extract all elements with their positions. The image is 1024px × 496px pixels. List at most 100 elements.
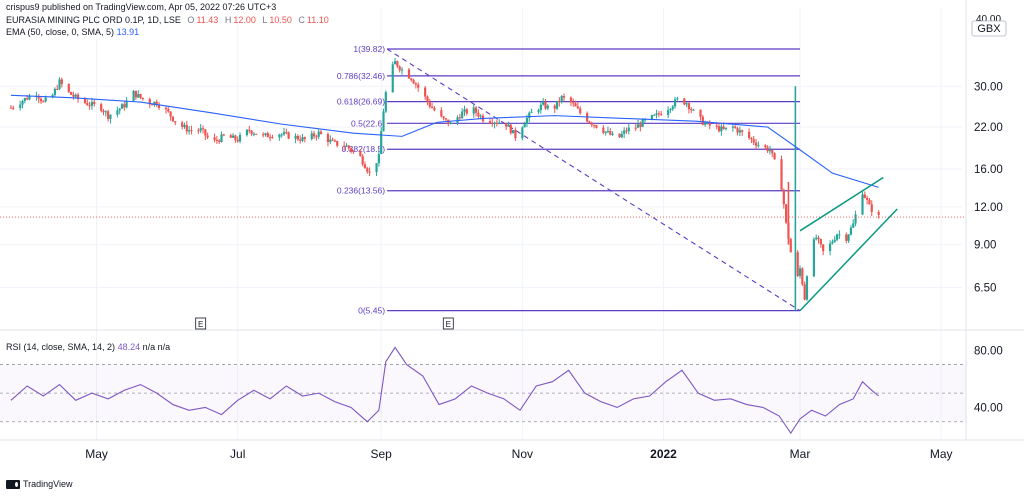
- candle-body-55: [188, 130, 191, 132]
- candle-body-58: [199, 128, 202, 131]
- candle-body-91: [303, 137, 306, 140]
- candle-body-44: [153, 101, 156, 106]
- candle-body-175: [576, 106, 579, 109]
- candle-body-88: [296, 135, 299, 140]
- fib-label-1: 1(39.82): [353, 44, 385, 54]
- candle-body-123: [410, 78, 413, 81]
- ohlc-low-key: L: [262, 15, 268, 25]
- currency-box: [971, 20, 1007, 37]
- candle-body-230: [754, 142, 758, 146]
- candle-body-106: [352, 151, 355, 153]
- time-tick-3: Nov: [512, 447, 533, 461]
- candle-body-242: [796, 252, 799, 276]
- ohlc-low-value: 10.50: [269, 15, 292, 25]
- candle-body-21: [76, 94, 80, 99]
- candle-body-47: [164, 107, 168, 110]
- fib-label-0.786: 0.786(32.46): [337, 71, 385, 81]
- candle-body-13: [53, 88, 57, 96]
- candle-body-16: [60, 79, 63, 84]
- candle-body-133: [442, 116, 445, 119]
- candle-body-108: [361, 156, 364, 165]
- candle-body-110: [366, 168, 369, 172]
- price-tick-2: 12.00: [974, 202, 1003, 214]
- candle-body-82: [278, 134, 281, 138]
- earnings-marker-label-0: E: [198, 320, 203, 329]
- candle-body-171: [562, 96, 566, 98]
- candle-body-115: [382, 111, 385, 132]
- candle-body-186: [611, 133, 614, 135]
- candle-body-252: [829, 243, 832, 252]
- price-tick-1: 9.00: [974, 240, 996, 252]
- candle-body-221: [724, 127, 728, 129]
- candle-body-15: [58, 79, 61, 90]
- candle-body-68: [231, 135, 235, 138]
- candle-body-208: [685, 103, 688, 105]
- candle-body-254: [833, 239, 836, 242]
- candle-body-229: [752, 139, 755, 143]
- candle-body-30: [107, 111, 110, 119]
- candle-body-32: [116, 110, 119, 115]
- grid-lines: [0, 0, 1024, 441]
- candle-body-113: [377, 153, 380, 164]
- candle-body-231: [757, 145, 760, 147]
- candle-body-45: [155, 101, 158, 106]
- candle-body-244: [801, 268, 804, 285]
- candle-body-176: [579, 108, 582, 114]
- candle-body-250: [819, 239, 822, 245]
- candle-body-179: [590, 122, 593, 125]
- candle-body-224: [736, 128, 739, 133]
- earnings-marker-label-1: E: [446, 320, 451, 329]
- ohlc-high-key: H: [224, 15, 232, 25]
- candle-body-6: [28, 96, 31, 100]
- candle-body-190: [625, 130, 628, 132]
- candle-body-220: [722, 126, 725, 129]
- price-tick-4: 22.00: [974, 122, 1003, 134]
- price-tick-0: 6.50: [974, 282, 996, 294]
- candle-body-239: [785, 204, 788, 223]
- rising-wedge[interactable]: [799, 176, 898, 312]
- candle-body-23: [86, 102, 89, 106]
- candle-body-126: [417, 84, 420, 88]
- time-tick-0: May: [85, 447, 108, 461]
- candle-body-64: [218, 140, 221, 142]
- ohlc-open-key: O: [187, 15, 195, 25]
- candle-body-264: [866, 197, 869, 200]
- candle-body-90: [301, 137, 304, 141]
- candle-body-83: [280, 134, 283, 136]
- candle-body-137: [456, 117, 459, 123]
- candle-body-214: [704, 123, 707, 125]
- publisher-line: crispus9 published on TradingView.com, A…: [6, 2, 276, 12]
- candle-body-109: [363, 164, 367, 169]
- candle-body-87: [294, 135, 297, 139]
- candle-body-164: [542, 102, 545, 105]
- ema-legend[interactable]: EMA (50, close, 0, SMA, 5) 13.91: [6, 27, 139, 37]
- rsi-legend[interactable]: RSI (14, close, SMA, 14, 2) 48.24 n/a n/…: [6, 342, 170, 352]
- candle-body-258: [847, 234, 850, 241]
- candle-body-46: [157, 105, 161, 108]
- candle-body-218: [717, 126, 721, 132]
- candle-body-95: [317, 131, 320, 137]
- candle-body-257: [845, 234, 848, 241]
- candle-body-262: [861, 194, 864, 215]
- candle-body-238: [782, 189, 785, 205]
- candle-body-263: [863, 194, 866, 198]
- ohlc-close-key: C: [298, 15, 305, 25]
- candle-body-246: [805, 276, 809, 300]
- candle-body-226: [741, 130, 744, 132]
- rsi-legend-value: 48.24: [117, 342, 141, 352]
- candle-body-212: [699, 109, 702, 117]
- candle-body-183: [604, 131, 607, 133]
- fib-label-0: 0(5.45): [358, 306, 385, 316]
- candle-body-20: [74, 94, 77, 97]
- rsi-tick-1: 40.00: [974, 402, 1003, 414]
- fibonacci-retracement[interactable]: 1(39.82) 0.786(32.46) 0.618(26.69) 0.5(22.6…: [337, 44, 801, 316]
- candle-body-48: [167, 109, 170, 112]
- candle-body-187: [618, 133, 621, 138]
- price-tick-5: 30.00: [974, 81, 1003, 93]
- candle-body-195: [641, 119, 644, 127]
- candle-body-172: [569, 97, 573, 103]
- candle-body-41: [141, 97, 144, 99]
- candle-body-103: [345, 145, 348, 147]
- ema-line: [10, 94, 879, 188]
- candle-body-134: [444, 118, 448, 120]
